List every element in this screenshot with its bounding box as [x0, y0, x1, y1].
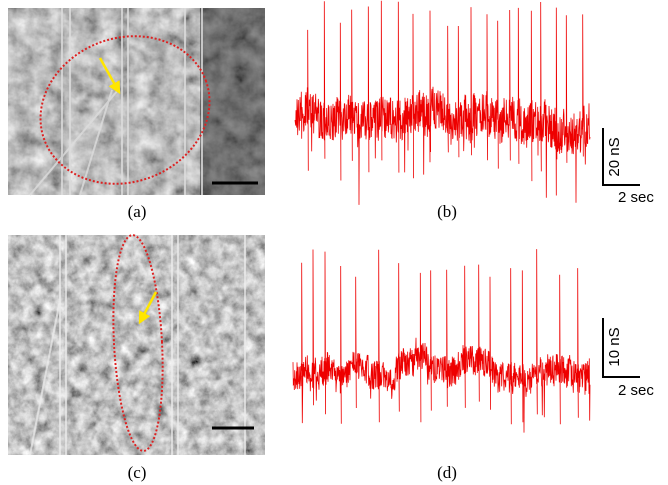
micrograph-a	[8, 8, 265, 207]
figure: (a) (c) 20 nS 2 sec (b) 10 nS 2 sec (d)	[0, 0, 668, 485]
scale-label: 10 nS	[606, 327, 623, 366]
panel-label: (d)	[437, 463, 457, 482]
panel-label: (c)	[128, 463, 147, 482]
trace-d	[293, 249, 590, 433]
micrograph-c	[8, 234, 265, 455]
scale-label: 2 sec	[618, 382, 654, 399]
panel-label: (a)	[128, 202, 147, 221]
trace-b	[295, 1, 590, 205]
scale-label: 20 nS	[606, 137, 623, 176]
scale-label: 2 sec	[618, 189, 654, 206]
panel-label: (b)	[437, 202, 457, 221]
